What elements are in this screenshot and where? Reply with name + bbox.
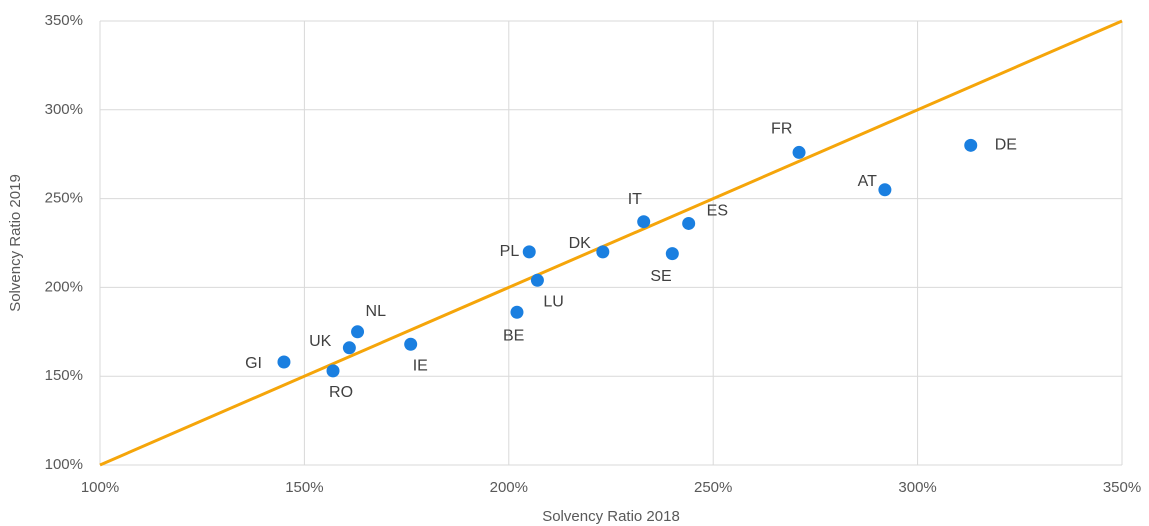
y-tick-label: 100% — [45, 456, 83, 473]
y-tick-label: 200% — [45, 278, 83, 295]
point — [510, 305, 524, 319]
point-label: BE — [503, 327, 524, 344]
point — [637, 215, 651, 229]
x-tick-label: 300% — [898, 479, 936, 496]
point — [530, 273, 544, 287]
point-label: LU — [543, 294, 563, 311]
point-label: UK — [309, 333, 332, 350]
point — [522, 245, 536, 259]
y-tick-label: 150% — [45, 367, 83, 384]
diagonal-line — [99, 19, 1123, 467]
x-axis-title: Solvency Ratio 2018 — [542, 508, 680, 525]
point-label: RO — [329, 384, 353, 401]
x-tick-label: 100% — [81, 479, 119, 496]
point-label: SE — [650, 268, 671, 285]
point-label: AT — [858, 173, 877, 190]
x-tick-label: 200% — [490, 479, 528, 496]
point-label: DK — [569, 235, 592, 252]
point — [326, 364, 340, 378]
point — [878, 183, 892, 197]
point — [792, 145, 806, 159]
point — [682, 216, 696, 230]
point — [404, 337, 418, 351]
point — [342, 341, 356, 355]
point-label: IT — [628, 191, 642, 208]
y-tick-label: 300% — [45, 101, 83, 118]
point-label: IE — [413, 357, 428, 374]
point-label: NL — [366, 303, 387, 320]
point — [351, 325, 365, 339]
point — [665, 247, 679, 261]
x-tick-label: 250% — [694, 479, 732, 496]
point-label: ES — [707, 203, 728, 220]
point-label: DE — [995, 137, 1017, 154]
point-label: PL — [500, 243, 520, 260]
point-label: GI — [245, 355, 262, 372]
point — [964, 138, 978, 152]
y-tick-label: 250% — [45, 190, 83, 207]
x-tick-label: 350% — [1103, 479, 1141, 496]
y-tick-label: 350% — [45, 12, 83, 29]
point-label: FR — [771, 121, 792, 138]
y-axis-title: Solvency Ratio 2019 — [7, 174, 24, 312]
point — [596, 245, 610, 259]
x-tick-label: 150% — [285, 479, 323, 496]
point — [277, 355, 291, 369]
